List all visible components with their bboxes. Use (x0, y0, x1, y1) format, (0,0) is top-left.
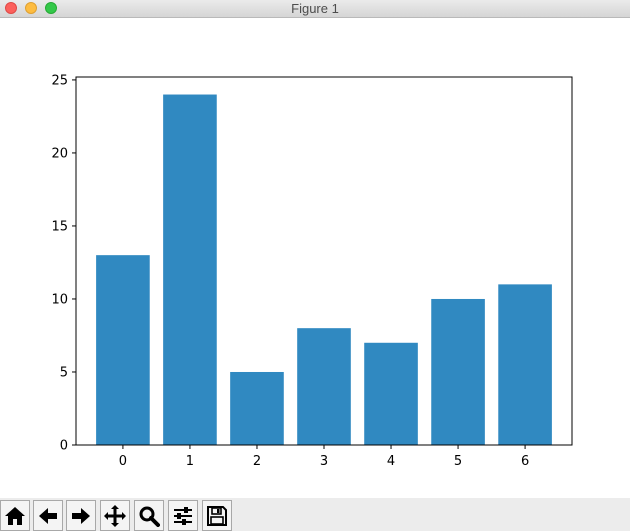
y-tick-label: 25 (51, 73, 68, 88)
x-tick-label: 5 (454, 454, 462, 469)
y-tick-label: 5 (60, 365, 68, 380)
bar-3 (297, 328, 351, 445)
bar-0 (96, 255, 150, 445)
navigation-toolbar (0, 498, 630, 531)
configure-subplots-button[interactable] (168, 500, 198, 531)
back-arrow-icon (39, 507, 57, 524)
subplots-config-icon (174, 506, 192, 525)
forward-button[interactable] (66, 500, 96, 531)
zoom-button[interactable] (134, 500, 164, 531)
bar-4 (364, 342, 418, 445)
x-tick-label: 0 (119, 454, 127, 469)
back-button[interactable] (33, 500, 63, 531)
x-tick-label: 3 (320, 454, 328, 469)
pan-button[interactable] (100, 500, 130, 531)
window-title: Figure 1 (291, 1, 339, 16)
figure-canvas[interactable]: 0 5 10 15 20 25 0 1 2 3 4 5 6 (0, 18, 630, 498)
zoom-window-button[interactable] (45, 2, 57, 14)
y-tick-label: 0 (60, 439, 68, 454)
bar-1 (163, 94, 217, 446)
close-window-button[interactable] (5, 2, 17, 14)
save-icon (207, 505, 227, 526)
y-tick-label: 15 (51, 219, 68, 234)
x-tick-label: 2 (253, 454, 261, 469)
pan-icon (104, 504, 126, 527)
x-tick-label: 6 (521, 454, 529, 469)
zoom-icon (139, 506, 160, 527)
bar-5 (431, 298, 485, 445)
y-tick-label: 20 (51, 146, 68, 161)
x-tick-label: 1 (186, 454, 194, 469)
y-tick-label: 10 (51, 292, 68, 307)
bar-2 (230, 371, 284, 445)
bar-chart: 0 5 10 15 20 25 0 1 2 3 4 5 6 (51, 73, 573, 469)
minimize-window-button[interactable] (25, 2, 37, 14)
bar-6 (498, 284, 552, 445)
x-tick-label: 4 (387, 454, 395, 469)
forward-arrow-icon (72, 507, 90, 524)
x-axis: 0 1 2 3 4 5 6 (119, 445, 529, 469)
save-button[interactable] (202, 500, 232, 531)
title-bar[interactable]: Figure 1 (0, 0, 630, 18)
home-icon (5, 506, 25, 525)
home-button[interactable] (0, 500, 30, 531)
y-axis: 0 5 10 15 20 25 (51, 73, 76, 454)
bars-group (96, 94, 552, 446)
